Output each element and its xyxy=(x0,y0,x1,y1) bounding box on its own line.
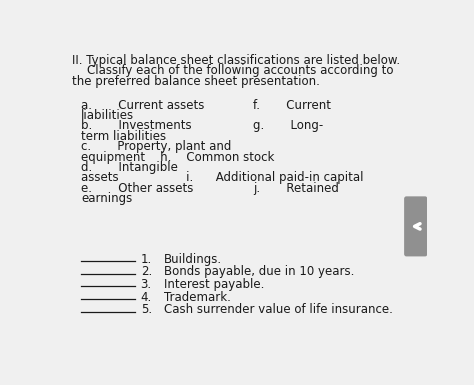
Text: 5.: 5. xyxy=(141,303,152,316)
Text: equipment    h.    Common stock: equipment h. Common stock xyxy=(81,151,274,164)
Text: e.       Other assets: e. Other assets xyxy=(81,182,193,195)
Text: 3.: 3. xyxy=(141,278,152,291)
Text: Classify each of the following accounts according to: Classify each of the following accounts … xyxy=(72,64,393,77)
Text: Bonds payable, due in 10 years.: Bonds payable, due in 10 years. xyxy=(164,265,354,278)
Text: g.       Long-: g. Long- xyxy=(253,119,323,132)
Text: term liabilities: term liabilities xyxy=(81,130,166,143)
Text: Trademark.: Trademark. xyxy=(164,291,231,304)
Text: II. Typical balance sheet classifications are listed below.: II. Typical balance sheet classification… xyxy=(72,54,400,67)
FancyBboxPatch shape xyxy=(404,196,428,256)
Text: the preferred balance sheet presentation.: the preferred balance sheet presentation… xyxy=(72,75,319,88)
Text: 4.: 4. xyxy=(141,291,152,304)
Text: earnings: earnings xyxy=(81,192,132,205)
Text: f.       Current: f. Current xyxy=(253,99,331,112)
Text: 2.: 2. xyxy=(141,265,152,278)
Text: d.       Intangible: d. Intangible xyxy=(81,161,178,174)
Text: a.       Current assets: a. Current assets xyxy=(81,99,204,112)
Text: liabilities: liabilities xyxy=(81,109,134,122)
Text: Cash surrender value of life insurance.: Cash surrender value of life insurance. xyxy=(164,303,393,316)
Text: j.       Retained: j. Retained xyxy=(253,182,339,195)
Text: assets                  i.      Additional paid-in capital: assets i. Additional paid-in capital xyxy=(81,171,364,184)
Text: Interest payable.: Interest payable. xyxy=(164,278,264,291)
Text: b.       Investments: b. Investments xyxy=(81,119,191,132)
Text: c.       Property, plant and: c. Property, plant and xyxy=(81,140,231,153)
Text: 1.: 1. xyxy=(141,253,152,266)
Text: Buildings.: Buildings. xyxy=(164,253,222,266)
